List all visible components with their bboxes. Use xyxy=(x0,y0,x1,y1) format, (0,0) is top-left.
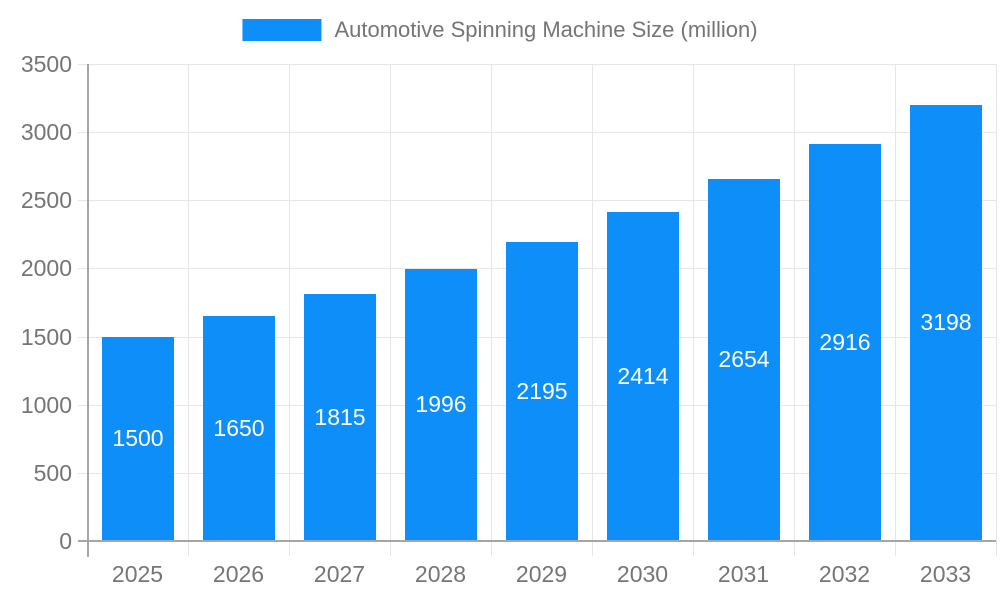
bar-value-label: 2654 xyxy=(718,346,770,372)
y-tick-label: 1000 xyxy=(20,392,72,418)
bar-2026[interactable]: 1650 xyxy=(203,316,275,540)
y-tick-label: 3000 xyxy=(20,119,72,145)
y-tick-label: 2500 xyxy=(20,187,72,213)
y-tick-label: 2000 xyxy=(20,255,72,281)
legend-label: Automotive Spinning Machine Size (millio… xyxy=(334,17,758,42)
bar-2025[interactable]: 1500 xyxy=(102,337,174,540)
y-tick-label: 0 xyxy=(59,528,72,554)
bar-2032[interactable]: 2916 xyxy=(809,144,881,540)
gridline-vertical xyxy=(491,64,492,556)
gridline-vertical xyxy=(390,64,391,556)
bar-value-label: 2195 xyxy=(516,377,568,404)
gridline-vertical xyxy=(895,64,896,556)
bar-2030[interactable]: 2414 xyxy=(607,212,679,540)
gridline-vertical xyxy=(794,64,795,556)
bar-2031[interactable]: 2654 xyxy=(708,179,780,540)
x-tick-label: 2027 xyxy=(313,561,366,587)
x-tick-label: 2029 xyxy=(515,561,568,587)
y-tick-label: 500 xyxy=(33,460,72,486)
bar-value-label: 1650 xyxy=(213,414,265,441)
x-tick-label: 2025 xyxy=(111,561,164,587)
bar-2028[interactable]: 1996 xyxy=(405,269,477,540)
y-axis-line xyxy=(87,64,89,557)
bar-2029[interactable]: 2195 xyxy=(506,242,578,540)
y-tick-label: 1500 xyxy=(20,324,72,350)
legend-item[interactable]: Automotive Spinning Machine Size (millio… xyxy=(242,17,758,43)
bar-value-label: 1996 xyxy=(415,391,467,417)
x-axis-line xyxy=(78,540,996,542)
gridline-vertical xyxy=(289,64,290,556)
bar-value-label: 2916 xyxy=(819,328,871,355)
x-tick-label: 2032 xyxy=(818,561,871,587)
gridline-vertical xyxy=(592,64,593,556)
legend-swatch xyxy=(242,19,322,41)
gridline-vertical xyxy=(693,64,694,556)
bar-value-label: 1500 xyxy=(112,425,164,451)
gridline-horizontal xyxy=(78,200,996,201)
bar-value-label: 1815 xyxy=(314,403,366,430)
gridline-vertical xyxy=(996,64,997,556)
bar-2027[interactable]: 1815 xyxy=(304,294,376,540)
bar-2033[interactable]: 3198 xyxy=(910,105,982,540)
x-tick-label: 2031 xyxy=(717,561,770,587)
gridline-horizontal xyxy=(78,132,996,133)
gridline-vertical xyxy=(188,64,189,556)
y-tick-label: 3500 xyxy=(20,51,72,77)
x-tick-label: 2028 xyxy=(414,561,467,587)
x-tick-label: 2026 xyxy=(212,561,265,587)
x-tick-label: 2033 xyxy=(919,561,972,587)
bar-value-label: 2414 xyxy=(617,362,669,389)
gridline-horizontal xyxy=(78,64,996,65)
bar-value-label: 3198 xyxy=(920,309,972,335)
x-tick-label: 2030 xyxy=(616,561,669,587)
